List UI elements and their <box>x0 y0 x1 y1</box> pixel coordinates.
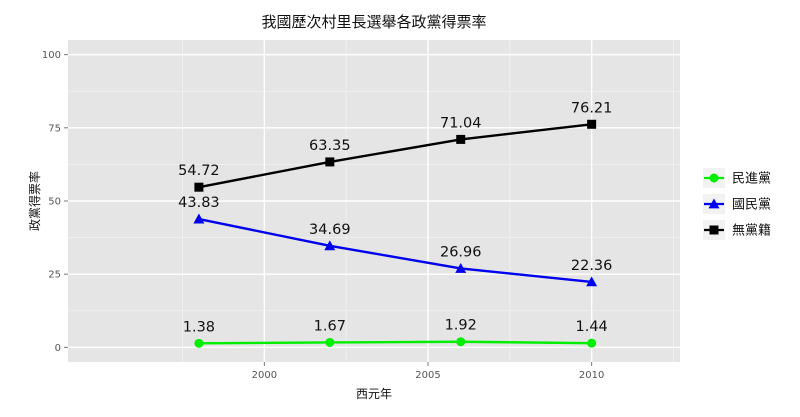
data-point <box>455 262 467 273</box>
series-layer <box>193 119 598 348</box>
data-point <box>194 338 204 348</box>
data-label: 1.38 <box>183 319 215 335</box>
data-label: 1.92 <box>445 318 477 334</box>
data-label: 34.69 <box>309 222 351 238</box>
x-axis-title: 西元年 <box>356 387 392 401</box>
y-tick-label: 50 <box>48 197 61 208</box>
y-tick-label: 25 <box>48 270 61 281</box>
legend-key-marker <box>709 225 719 235</box>
series-line-2 <box>198 217 592 284</box>
legend-label: 民進黨 <box>732 172 771 187</box>
data-point <box>456 337 466 347</box>
legend-label: 無黨籍 <box>732 223 771 239</box>
legend-item-3: 無黨籍 <box>703 220 771 240</box>
legend-item-2: 國民黨 <box>703 194 771 214</box>
data-point <box>456 134 466 144</box>
data-point <box>324 240 336 251</box>
axes: 0 25 50 75 100 2000 2005 2010 <box>42 50 604 381</box>
data-label: 71.04 <box>440 115 482 131</box>
x-tick-label: 2010 <box>579 370 604 381</box>
data-label: 43.83 <box>178 195 220 211</box>
legend-item-1: 民進黨 <box>703 168 771 188</box>
data-label: 22.36 <box>571 258 613 274</box>
data-point <box>194 182 204 192</box>
data-label: 63.35 <box>309 138 351 154</box>
data-label: 26.96 <box>440 244 482 260</box>
x-tick-label: 2005 <box>415 370 440 381</box>
data-label: 1.67 <box>314 318 346 334</box>
data-point <box>586 276 598 287</box>
legend-key-marker <box>709 173 719 183</box>
y-axis-title: 政黨得票率 <box>27 171 42 231</box>
data-point <box>193 213 205 224</box>
legend-key-marker <box>708 198 720 209</box>
data-label: 54.72 <box>178 163 220 179</box>
series-line-3 <box>198 123 592 189</box>
series-line-1 <box>198 340 592 345</box>
y-tick-label: 0 <box>55 343 61 354</box>
chart-title: 我國歷次村里長選舉各政黨得票率 <box>261 13 486 31</box>
data-point <box>325 337 335 347</box>
data-point <box>325 157 335 167</box>
y-tick-label: 100 <box>42 50 61 61</box>
data-labels: 1.38 1.67 1.92 1.44 43.83 34.69 26.96 22.36 54.7… <box>178 100 612 335</box>
data-label: 1.44 <box>575 319 607 335</box>
grid-major <box>68 40 680 362</box>
data-point <box>587 338 597 348</box>
data-point <box>587 119 597 129</box>
y-tick-label: 75 <box>48 123 61 134</box>
x-tick-label: 2000 <box>252 370 277 381</box>
legend-label: 國民黨 <box>732 198 771 213</box>
data-label: 76.21 <box>571 100 613 116</box>
